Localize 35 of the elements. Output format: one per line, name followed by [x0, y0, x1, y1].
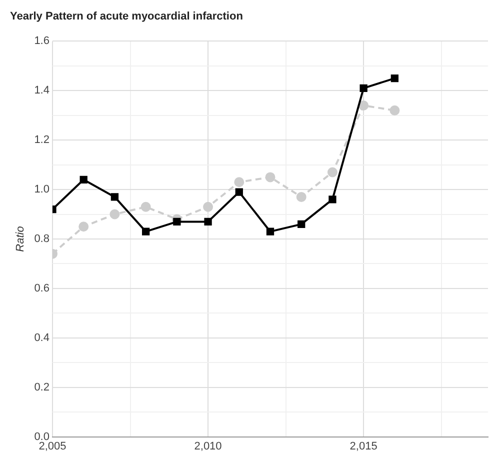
point — [360, 84, 368, 92]
point — [140, 202, 151, 212]
y-tick-label: 0.6 — [34, 282, 50, 294]
point — [235, 188, 243, 196]
point — [298, 220, 306, 228]
x-tick-label: 2,015 — [350, 440, 378, 452]
point — [358, 100, 369, 110]
point — [234, 177, 244, 188]
x-tick-label: 2,010 — [194, 440, 222, 452]
point — [142, 228, 150, 236]
point — [80, 176, 88, 184]
y-tick-label: 1.0 — [34, 184, 50, 196]
point — [390, 105, 400, 116]
y-tick-label: 1.2 — [34, 134, 50, 146]
point — [203, 202, 214, 212]
y-tick-label: 0.8 — [34, 233, 50, 246]
y-tick-label: 1.4 — [34, 84, 50, 97]
y-tick-label: 1.6 — [34, 35, 50, 48]
chart-title: Yearly Pattern of acute myocardial infarction — [10, 10, 244, 23]
point — [390, 74, 399, 82]
point — [265, 172, 276, 182]
point — [327, 167, 338, 178]
y-tick-label: 0.4 — [34, 332, 50, 344]
x-tick-label: 2,005 — [38, 440, 66, 452]
point — [110, 209, 120, 220]
point — [266, 228, 274, 236]
point — [78, 222, 89, 232]
y-tick-label: 0.2 — [34, 381, 50, 394]
point — [204, 218, 212, 226]
point — [328, 196, 336, 204]
point — [173, 218, 181, 226]
y-tick-label: 0.0 — [34, 430, 50, 443]
point — [296, 192, 306, 202]
point — [110, 193, 119, 201]
y-axis-title: Ratio — [14, 226, 27, 252]
